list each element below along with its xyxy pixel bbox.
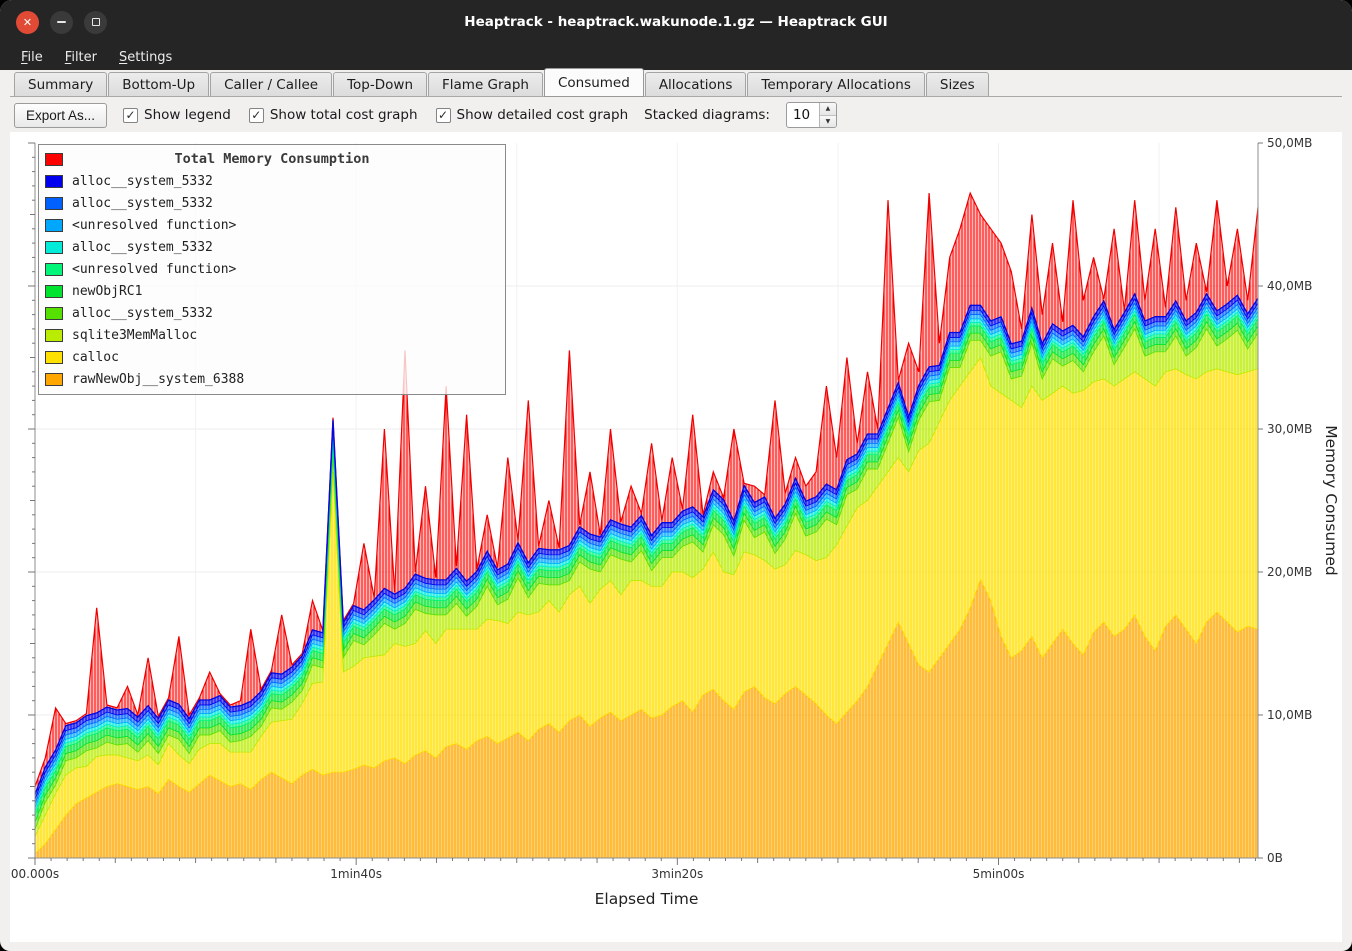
legend-item-alloc-system-5332: alloc__system_5332 bbox=[39, 192, 505, 214]
checkbox-show-total-cost-graph[interactable]: ✓ Show total cost graph bbox=[248, 107, 418, 123]
x-tick-label: 1min40s bbox=[330, 867, 382, 881]
minimize-button[interactable] bbox=[50, 10, 73, 34]
legend-title-row: Total Memory Consumption bbox=[39, 148, 505, 170]
menu-item-settings[interactable]: Settings bbox=[119, 49, 173, 65]
window-controls: ✕ bbox=[16, 0, 107, 44]
tab-bar: Summary Bottom-Up Caller / Callee Top-Down F… bbox=[10, 68, 1342, 97]
spin-up-button[interactable]: ▲ bbox=[819, 103, 836, 116]
stack-top-line bbox=[34, 292, 1259, 795]
x-tick-label: 3min20s bbox=[651, 867, 703, 881]
legend-item-label: alloc__system_5332 bbox=[72, 239, 213, 255]
tab-summary[interactable]: Summary bbox=[14, 72, 108, 96]
x-tick-label: 00.000s bbox=[11, 867, 59, 881]
y-tick-label: 20,0MB bbox=[1267, 565, 1312, 579]
legend-item-label: alloc__system_5332 bbox=[72, 173, 213, 189]
checkbox-group: ✓ Show legend ✓ Show total cost graph ✓ Show … bbox=[123, 107, 628, 123]
chart-legend: Total Memory Consumption alloc__system_53… bbox=[38, 144, 506, 395]
close-icon: ✕ bbox=[22, 15, 33, 29]
legend-item-label: alloc__system_5332 bbox=[72, 195, 213, 211]
x-tick-label: 5min00s bbox=[973, 867, 1025, 881]
checkbox-box: ✓ bbox=[123, 107, 139, 123]
maximize-icon bbox=[91, 18, 100, 26]
legend-item-alloc-system-5332: alloc__system_5332 bbox=[39, 302, 505, 324]
window-title: Heaptrack - heaptrack.wakunode.1.gz — He… bbox=[464, 14, 888, 30]
legend-item-calloc: calloc bbox=[39, 346, 505, 368]
tab-top-down[interactable]: Top-Down bbox=[333, 72, 427, 96]
y-tick-label: 30,0MB bbox=[1267, 422, 1312, 436]
spinner-buttons: ▲ ▼ bbox=[818, 103, 836, 127]
checkbox-label: Show legend bbox=[144, 107, 231, 123]
tab-allocations[interactable]: Allocations bbox=[644, 72, 747, 96]
checkbox-show-legend[interactable]: ✓ Show legend bbox=[123, 107, 231, 123]
legend-item-label: sqlite3MemMalloc bbox=[72, 327, 198, 343]
export-as-button[interactable]: Export As... bbox=[14, 102, 108, 128]
legend-item-label: rawNewObj__system_6388 bbox=[72, 371, 245, 387]
menu-item-file[interactable]: File bbox=[21, 49, 43, 65]
stacked-diagrams-label: Stacked diagrams: bbox=[644, 107, 770, 123]
checkbox-show-detailed-cost-graph[interactable]: ✓ Show detailed cost graph bbox=[435, 107, 629, 123]
checkbox-label: Show detailed cost graph bbox=[456, 107, 629, 123]
legend-item-rawnewobj-system-6388: rawNewObj__system_6388 bbox=[39, 368, 505, 390]
legend-item-label: calloc bbox=[72, 349, 119, 365]
legend-swatch bbox=[45, 240, 63, 254]
minimize-icon bbox=[57, 21, 66, 23]
spin-down-button[interactable]: ▼ bbox=[819, 115, 836, 127]
checkbox-box: ✓ bbox=[435, 107, 451, 123]
stacked-diagrams-value: 10 bbox=[792, 107, 811, 123]
legend-title: Total Memory Consumption bbox=[174, 151, 370, 167]
close-button[interactable]: ✕ bbox=[16, 10, 39, 34]
consumed-chart[interactable]: 0B 10,0MB 20,0MB 30,0MB 40,0MB 50,0MB 00.000s 1… bbox=[10, 132, 1342, 942]
maximize-button[interactable] bbox=[84, 10, 107, 34]
legend-swatch bbox=[45, 328, 63, 342]
legend-swatch bbox=[45, 350, 63, 364]
memory-consumption-plot[interactable]: 0B 10,0MB 20,0MB 30,0MB 40,0MB 50,0MB 00.000s 1… bbox=[10, 132, 1342, 942]
legend-item-label: <unresolved function> bbox=[72, 261, 237, 277]
tab-caller-callee[interactable]: Caller / Callee bbox=[210, 72, 333, 96]
legend-swatch bbox=[45, 284, 63, 298]
stacked-diagrams-spinner[interactable]: 10 ▲ ▼ bbox=[785, 102, 837, 128]
checkbox-label: Show total cost graph bbox=[269, 107, 418, 123]
legend-swatch bbox=[45, 174, 63, 188]
y-tick-label: 0B bbox=[1267, 851, 1283, 865]
legend-swatch bbox=[45, 372, 63, 386]
tab-consumed[interactable]: Consumed bbox=[543, 68, 644, 97]
tab-bottom-up[interactable]: Bottom-Up bbox=[108, 72, 210, 96]
y-axis-title: Memory Consumed bbox=[1322, 425, 1340, 575]
legend-item-alloc-system-5332: alloc__system_5332 bbox=[39, 170, 505, 192]
legend-swatch bbox=[45, 262, 63, 276]
menubar: File Filter Settings bbox=[0, 44, 1352, 70]
checkbox-box: ✓ bbox=[248, 107, 264, 123]
y-tick-label: 10,0MB bbox=[1267, 708, 1312, 722]
tab-sizes[interactable]: Sizes bbox=[925, 72, 989, 96]
legend-item-label: newObjRC1 bbox=[72, 283, 143, 299]
toolbar: Export As... ✓ Show legend ✓ Show total cos… bbox=[14, 100, 1342, 130]
total-consumption-area bbox=[35, 193, 1258, 795]
menu-item-filter[interactable]: Filter bbox=[64, 49, 97, 65]
legend-item-sqlite3memmalloc: sqlite3MemMalloc bbox=[39, 324, 505, 346]
legend-item-label: alloc__system_5332 bbox=[72, 305, 213, 321]
y-tick-label: 40,0MB bbox=[1267, 279, 1312, 293]
legend-swatch bbox=[45, 306, 63, 320]
legend-item-alloc-system-5332: alloc__system_5332 bbox=[39, 236, 505, 258]
y-tick-label: 50,0MB bbox=[1267, 136, 1312, 150]
titlebar: ✕ Heaptrack - heaptrack.wakunode.1.gz — … bbox=[0, 0, 1352, 44]
legend-item-newobjrc1: newObjRC1 bbox=[39, 280, 505, 302]
legend-item-unresolved-function: <unresolved function> bbox=[39, 258, 505, 280]
legend-swatch bbox=[45, 196, 63, 210]
total-consumption-line bbox=[34, 191, 1259, 787]
legend-item-unresolved-function: <unresolved function> bbox=[39, 214, 505, 236]
tab-temporary-allocations[interactable]: Temporary Allocations bbox=[747, 72, 925, 96]
tab-flame-graph[interactable]: Flame Graph bbox=[428, 72, 543, 96]
x-axis-title: Elapsed Time bbox=[595, 890, 699, 908]
legend-swatch-total bbox=[45, 152, 63, 166]
legend-swatch bbox=[45, 218, 63, 232]
legend-item-label: <unresolved function> bbox=[72, 217, 237, 233]
